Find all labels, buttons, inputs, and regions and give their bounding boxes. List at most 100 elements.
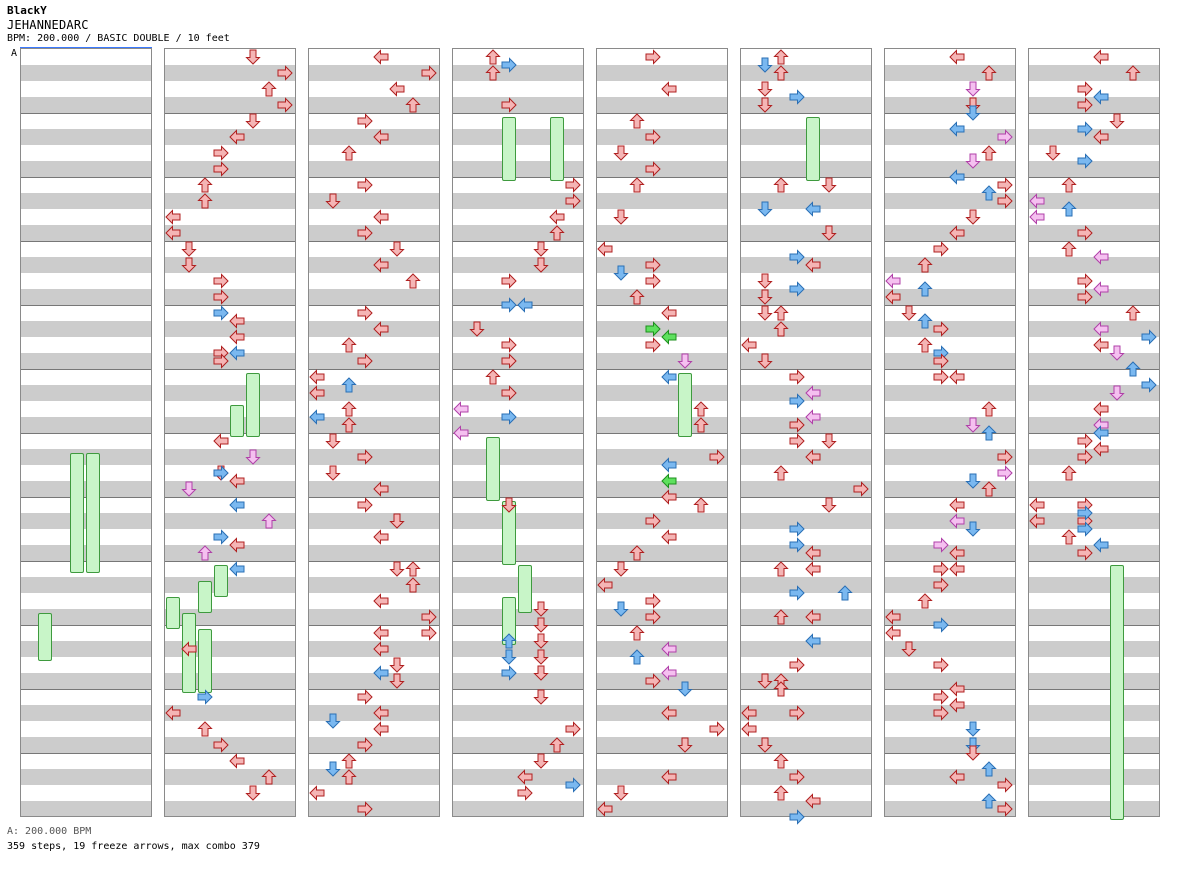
left-arrow-icon xyxy=(661,305,677,321)
measure-line xyxy=(165,113,295,114)
measure-line xyxy=(309,561,439,562)
chart-column xyxy=(884,48,1016,817)
down-arrow-icon xyxy=(533,617,549,633)
left-arrow-icon xyxy=(805,609,821,625)
measure-line xyxy=(165,625,295,626)
right-arrow-icon xyxy=(933,353,949,369)
up-arrow-icon xyxy=(501,633,517,649)
right-arrow-icon xyxy=(789,417,805,433)
measure-line xyxy=(453,625,583,626)
up-arrow-icon xyxy=(485,49,501,65)
right-arrow-icon xyxy=(709,721,725,737)
left-arrow-icon xyxy=(949,561,965,577)
right-arrow-icon xyxy=(933,561,949,577)
down-arrow-icon xyxy=(757,673,773,689)
left-arrow-icon xyxy=(805,793,821,809)
right-arrow-icon xyxy=(1141,329,1157,345)
freeze-arrow xyxy=(198,581,212,613)
right-arrow-icon xyxy=(357,497,373,513)
artist-name: BlackY xyxy=(7,4,47,17)
right-arrow-icon xyxy=(213,273,229,289)
right-arrow-icon xyxy=(501,385,517,401)
left-arrow-icon xyxy=(661,665,677,681)
down-arrow-icon xyxy=(757,737,773,753)
chart-column xyxy=(452,48,584,817)
down-arrow-icon xyxy=(613,561,629,577)
up-arrow-icon xyxy=(1061,201,1077,217)
right-arrow-icon xyxy=(357,801,373,817)
left-arrow-icon xyxy=(949,697,965,713)
left-arrow-icon xyxy=(661,457,677,473)
down-arrow-icon xyxy=(965,105,981,121)
measure-line xyxy=(1029,561,1159,562)
measure-line xyxy=(21,433,151,434)
freeze-arrow xyxy=(246,373,260,437)
up-arrow-icon xyxy=(629,625,645,641)
measure-line xyxy=(1029,753,1159,754)
right-arrow-icon xyxy=(501,97,517,113)
up-arrow-icon xyxy=(485,369,501,385)
left-arrow-icon xyxy=(229,537,245,553)
up-arrow-icon xyxy=(485,65,501,81)
down-arrow-icon xyxy=(469,321,485,337)
down-arrow-icon xyxy=(325,761,341,777)
right-arrow-icon xyxy=(789,585,805,601)
down-arrow-icon xyxy=(325,713,341,729)
down-arrow-icon xyxy=(965,745,981,761)
measure-line xyxy=(21,241,151,242)
left-arrow-icon xyxy=(373,129,389,145)
down-arrow-icon xyxy=(181,241,197,257)
right-arrow-icon xyxy=(357,689,373,705)
up-arrow-icon xyxy=(1061,241,1077,257)
up-arrow-icon xyxy=(1125,361,1141,377)
down-arrow-icon xyxy=(965,417,981,433)
measure-line xyxy=(21,305,151,306)
right-arrow-icon xyxy=(789,657,805,673)
measure-line xyxy=(597,177,727,178)
measure-line xyxy=(309,369,439,370)
left-arrow-icon xyxy=(805,201,821,217)
footer-stats: 359 steps, 19 freeze arrows, max combo 3… xyxy=(7,841,260,852)
right-arrow-icon xyxy=(645,337,661,353)
left-arrow-icon xyxy=(661,529,677,545)
right-arrow-icon xyxy=(197,689,213,705)
down-arrow-icon xyxy=(677,737,693,753)
left-arrow-icon xyxy=(309,385,325,401)
up-arrow-icon xyxy=(917,337,933,353)
right-arrow-icon xyxy=(565,721,581,737)
left-arrow-icon xyxy=(805,633,821,649)
measure-line xyxy=(309,433,439,434)
measure-line xyxy=(165,689,295,690)
down-arrow-icon xyxy=(757,273,773,289)
measure-line xyxy=(885,433,1015,434)
down-arrow-icon xyxy=(325,465,341,481)
left-arrow-icon xyxy=(949,513,965,529)
left-arrow-icon xyxy=(373,209,389,225)
measure-line xyxy=(165,369,295,370)
right-arrow-icon xyxy=(997,177,1013,193)
up-arrow-icon xyxy=(773,753,789,769)
right-arrow-icon xyxy=(997,449,1013,465)
right-arrow-icon xyxy=(1077,289,1093,305)
chart-column xyxy=(596,48,728,817)
chart-column xyxy=(164,48,296,817)
down-arrow-icon xyxy=(533,241,549,257)
measure-line xyxy=(741,369,871,370)
left-arrow-icon xyxy=(805,409,821,425)
up-arrow-icon xyxy=(341,377,357,393)
up-arrow-icon xyxy=(261,513,277,529)
freeze-arrow xyxy=(198,629,212,693)
up-arrow-icon xyxy=(549,737,565,753)
left-arrow-icon xyxy=(373,641,389,657)
measure-line xyxy=(453,689,583,690)
left-arrow-icon xyxy=(453,401,469,417)
right-arrow-icon xyxy=(1077,545,1093,561)
up-arrow-icon xyxy=(917,313,933,329)
left-arrow-icon xyxy=(597,577,613,593)
down-arrow-icon xyxy=(181,481,197,497)
down-arrow-icon xyxy=(245,49,261,65)
down-arrow-icon xyxy=(821,433,837,449)
up-arrow-icon xyxy=(773,305,789,321)
left-arrow-icon xyxy=(229,561,245,577)
left-arrow-icon xyxy=(949,369,965,385)
